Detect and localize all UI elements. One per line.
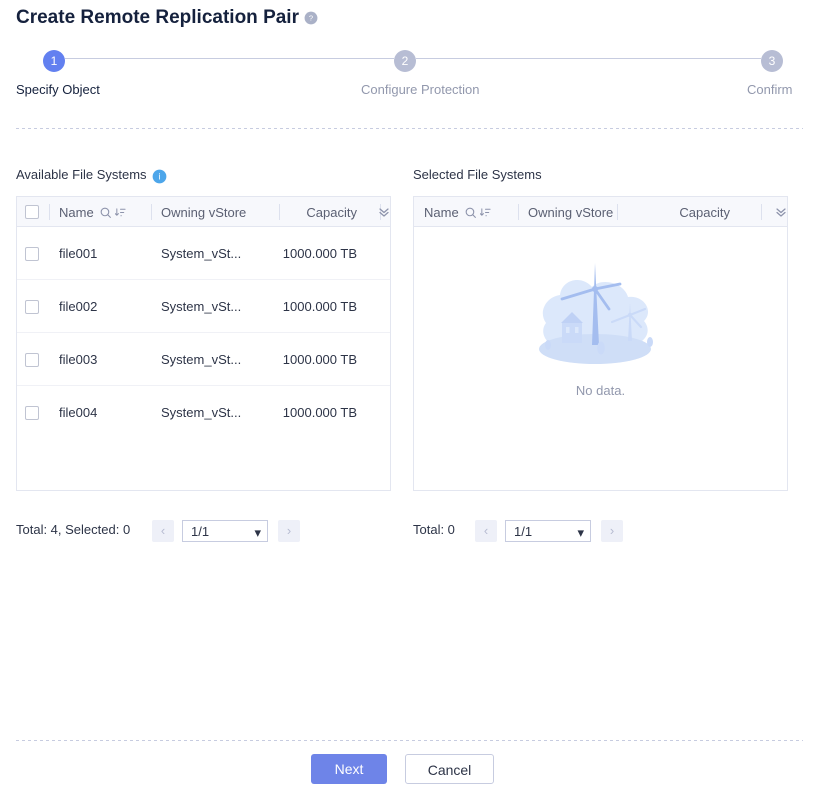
svg-text:i: i <box>159 172 161 182</box>
svg-text:?: ? <box>309 14 313 23</box>
